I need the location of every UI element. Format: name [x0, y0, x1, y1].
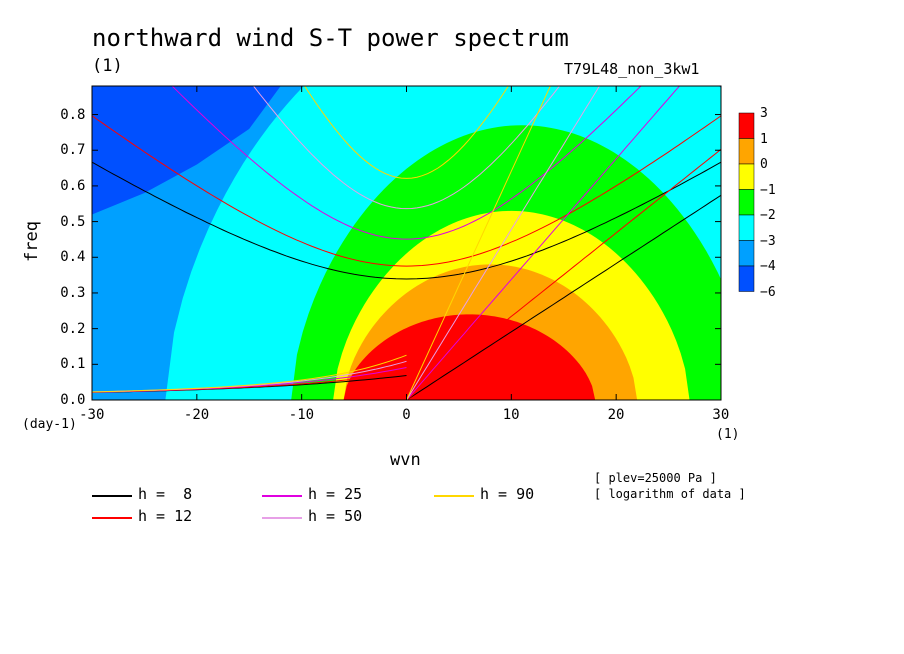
legend-swatch [434, 495, 474, 497]
colorbar-label: −3 [760, 233, 776, 249]
curve-h25-branch-1 [171, 86, 642, 240]
colorbar-label: −1 [760, 182, 776, 198]
legend-swatch [262, 495, 302, 497]
x-tick-label: -10 [288, 407, 315, 423]
x-tick-label: 30 [712, 407, 730, 423]
legend-label: h = 90 [480, 485, 535, 503]
note-log: [ logarithm of data ] [594, 487, 746, 501]
legend-label: h = 25 [308, 485, 363, 503]
y-axis-label: freq [22, 221, 42, 262]
contour-fill-low [92, 86, 281, 215]
colorbar-label: 0 [760, 157, 768, 172]
x-axis-label: wvn [390, 450, 421, 470]
colorbar-label: 3 [760, 106, 768, 121]
colorbar-label: −2 [760, 208, 776, 223]
y-tick-label: 0.0 [60, 392, 86, 408]
curve-h50-branch-0 [406, 86, 601, 400]
curve-h8-branch-0 [406, 194, 721, 400]
x-axis-unit: (1) [716, 427, 740, 442]
x-tick-label: 10 [502, 407, 520, 423]
x-tick-label: 0 [402, 407, 411, 423]
y-tick-label: 0.5 [60, 213, 86, 230]
y-tick-label: 0.7 [60, 142, 86, 159]
y-tick-label: 0.4 [60, 249, 86, 266]
colorbar-label: −4 [760, 259, 776, 274]
curve-h90-branch-0 [406, 86, 551, 400]
chart-subtitle-left: (1) [92, 56, 123, 76]
colorbar-swatch [738, 112, 755, 139]
curve-h12-branch-0 [406, 148, 721, 400]
chart-subtitle-right: T79L48_non_3kw1 [564, 60, 700, 78]
x-tick-label: -20 [183, 407, 210, 423]
legend-label: h = 50 [308, 507, 363, 525]
colorbar-label: 1 [760, 131, 768, 147]
y-tick-label: 0.8 [60, 106, 86, 123]
legend-label: h = 8 [138, 485, 193, 503]
note-plev: [ plev=25000 Pa ] [594, 471, 717, 485]
legend-swatch [262, 517, 302, 519]
curve-h25-branch-0 [406, 86, 681, 400]
curve-h50-branch-1 [252, 86, 561, 210]
curve-h8-branch-1 [92, 161, 721, 280]
curve-h90-branch-2 [92, 354, 407, 393]
y-tick-label: 0.1 [60, 356, 86, 373]
colorbar-label: −6 [760, 284, 776, 300]
colorbar-swatch [738, 138, 755, 165]
x-tick-label: 20 [607, 407, 625, 423]
legend-swatch [92, 517, 132, 519]
legend-swatch [92, 495, 132, 497]
colorbar-swatch [738, 214, 755, 241]
x-tick-label: -30 [79, 407, 105, 423]
curve-h12-branch-1 [92, 115, 721, 267]
colorbar-swatch [738, 163, 755, 190]
y-axis-unit: (day-1) [22, 417, 77, 432]
colorbar-swatch [738, 240, 755, 267]
y-tick-label: 0.3 [60, 284, 86, 301]
contour-fill-level-4 [343, 314, 596, 400]
colorbar-swatch [738, 265, 755, 292]
curve-h90-branch-1 [304, 86, 509, 179]
y-tick-label: 0.2 [60, 320, 86, 337]
colorbar-swatch [738, 189, 755, 216]
legend-label: h = 12 [138, 507, 193, 525]
chart-title: northward wind S-T power spectrum [92, 24, 569, 52]
y-tick-label: 0.6 [60, 177, 86, 194]
